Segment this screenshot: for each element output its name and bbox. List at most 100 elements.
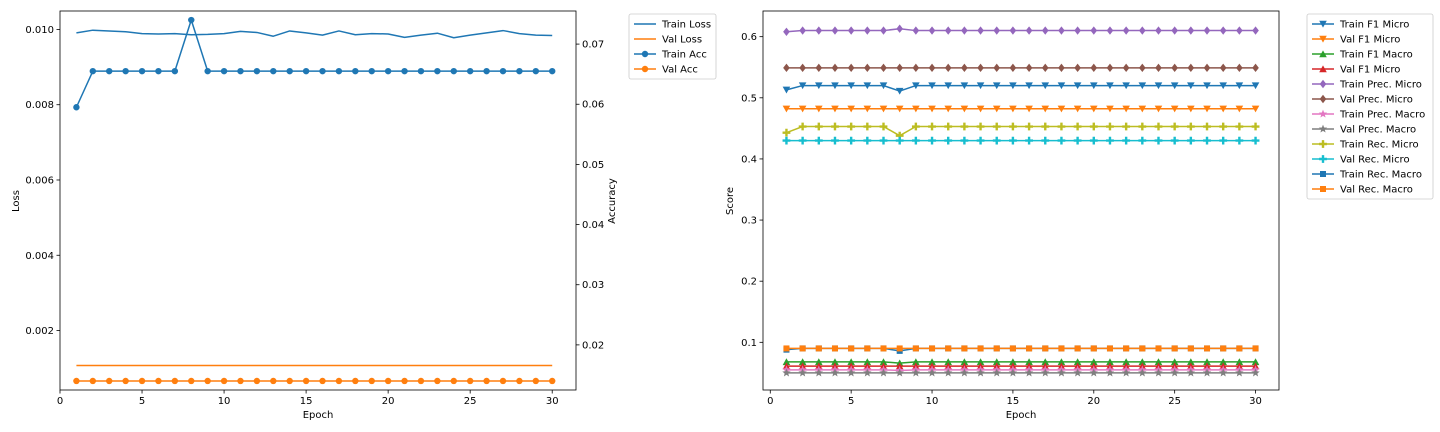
data-point-val-f1-micro xyxy=(992,105,1001,113)
legend-label: Train Prec. Macro xyxy=(1339,110,1425,121)
data-point-val-acc xyxy=(73,377,80,385)
legend-marker xyxy=(1319,94,1327,104)
data-point-val-prec-micro xyxy=(847,63,855,73)
data-point-train-f1-macro xyxy=(960,358,969,366)
data-point-train-rec-micro xyxy=(1122,122,1131,131)
data-point-val-prec-macro xyxy=(895,368,904,377)
x-tick-label: 0 xyxy=(767,396,773,407)
data-point-val-f1-micro xyxy=(1219,105,1227,113)
data-point-val-acc xyxy=(532,377,540,385)
data-point-train-rec-micro xyxy=(1057,122,1066,131)
data-point-val-f1-micro xyxy=(1041,105,1050,113)
legend-marker xyxy=(1319,155,1327,163)
data-point-train-prec-micro xyxy=(783,27,790,36)
series-val-f1-micro xyxy=(782,105,1260,113)
data-point-val-rec-macro xyxy=(912,345,919,352)
data-point-val-acc xyxy=(237,377,244,385)
series-val-prec-micro xyxy=(783,63,1259,73)
data-point-train-acc xyxy=(335,67,343,75)
data-point-train-acc xyxy=(384,67,392,75)
data-point-train-f1-macro xyxy=(815,358,823,366)
x-tick-label: 0 xyxy=(57,396,63,407)
x-tick-label: 10 xyxy=(926,396,939,407)
data-point-val-acc xyxy=(352,377,359,385)
legend-marker xyxy=(1319,50,1327,58)
data-point-train-rec-micro xyxy=(863,122,872,131)
data-point-val-f1-micro xyxy=(1251,105,1260,113)
data-point-val-prec-micro xyxy=(1090,63,1098,73)
data-point-val-f1-micro xyxy=(1057,105,1066,113)
data-point-train-f1-macro xyxy=(1203,358,1211,366)
data-point-train-f1-macro xyxy=(992,358,1001,366)
data-point-train-prec-micro xyxy=(1139,26,1146,35)
data-point-val-rec-micro xyxy=(879,136,888,145)
data-point-val-acc xyxy=(549,377,556,385)
x-tick-label: 20 xyxy=(382,396,395,407)
data-point-val-acc xyxy=(270,377,277,385)
data-point-train-f1-micro xyxy=(1025,82,1033,90)
y-tick-label: 0.2 xyxy=(741,277,757,288)
series-val-acc xyxy=(73,377,556,385)
data-point-val-prec-macro xyxy=(863,368,872,377)
data-point-val-prec-micro xyxy=(1041,63,1049,73)
data-point-train-acc xyxy=(138,67,146,75)
legend-item-train-prec-macro: Train Prec. Macro xyxy=(1312,110,1425,121)
data-point-train-rec-micro xyxy=(1154,122,1163,131)
x-tick-label: 5 xyxy=(139,396,145,407)
y2-tick-label: 0.04 xyxy=(582,220,604,231)
data-point-train-acc xyxy=(270,67,277,75)
data-point-val-acc xyxy=(89,377,97,385)
data-point-train-prec-micro xyxy=(1106,26,1114,35)
score-x-axis-ticks: 0 5 10 15 20 25 30 xyxy=(767,390,1262,407)
data-point-val-f1-micro xyxy=(879,105,888,113)
data-point-train-f1-micro xyxy=(960,82,969,90)
legend-label: Train F1 Micro xyxy=(1339,20,1409,31)
data-point-val-f1-micro xyxy=(1170,105,1179,113)
y-tick-label: 0.010 xyxy=(25,25,54,36)
data-point-train-f1-macro xyxy=(928,358,936,366)
data-point-train-f1-macro xyxy=(944,358,953,366)
legend-label: Val Rec. Micro xyxy=(1340,155,1410,166)
series-train-rec-micro xyxy=(782,122,1260,140)
data-point-train-acc xyxy=(253,67,261,75)
data-point-val-rec-macro xyxy=(815,345,822,352)
data-point-train-acc xyxy=(73,104,80,111)
data-point-val-prec-macro xyxy=(976,368,985,377)
data-point-val-f1-micro xyxy=(895,105,904,113)
legend-label: Train Rec. Micro xyxy=(1339,140,1419,151)
data-point-train-rec-micro xyxy=(960,122,969,131)
data-point-val-rec-micro xyxy=(847,136,856,145)
data-point-train-acc xyxy=(106,67,113,75)
series-line-train-prec-macro xyxy=(786,369,1256,372)
loss-y-axis-ticks: 0.002 0.004 0.006 0.008 0.010 xyxy=(25,25,60,337)
data-point-train-acc xyxy=(368,67,375,75)
data-point-train-prec-micro xyxy=(799,26,806,35)
data-point-val-prec-macro xyxy=(1251,368,1260,377)
series-line-train-f1-micro xyxy=(786,84,1256,92)
data-point-val-prec-micro xyxy=(1236,63,1243,73)
legend-marker xyxy=(1319,140,1327,148)
data-point-val-f1-micro xyxy=(1106,105,1114,113)
data-point-val-rec-micro xyxy=(1057,136,1066,145)
data-point-train-prec-micro xyxy=(928,26,936,35)
y-tick-label: 0.3 xyxy=(741,216,757,227)
x-tick-label: 25 xyxy=(464,396,477,407)
data-point-val-rec-macro xyxy=(864,345,871,352)
x-tick-label: 15 xyxy=(1007,396,1020,407)
data-point-train-rec-micro xyxy=(976,122,985,131)
data-point-train-f1-micro xyxy=(944,82,953,90)
data-point-train-prec-micro xyxy=(1155,26,1162,35)
data-point-train-acc xyxy=(171,67,179,75)
data-point-val-acc xyxy=(171,377,179,385)
data-point-val-acc xyxy=(499,377,507,385)
data-point-val-prec-micro xyxy=(896,63,903,73)
data-point-val-prec-micro xyxy=(783,63,790,73)
data-point-train-acc xyxy=(286,67,293,75)
data-point-val-f1-micro xyxy=(798,105,807,113)
data-point-train-acc xyxy=(352,67,359,75)
data-point-train-f1-micro xyxy=(1187,82,1195,90)
data-point-val-acc xyxy=(106,377,113,385)
legend-marker xyxy=(1320,186,1326,192)
data-point-val-prec-macro xyxy=(1057,368,1066,377)
